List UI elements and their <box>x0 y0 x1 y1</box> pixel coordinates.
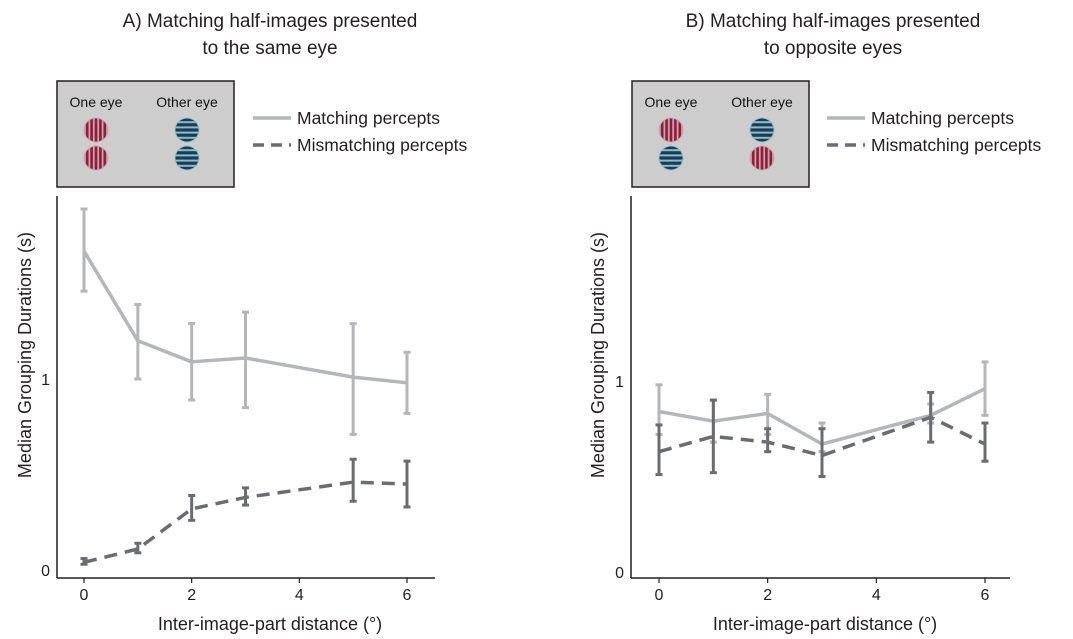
legend-matching-label: Matching percepts <box>871 108 1014 128</box>
y-tick-label: 1 <box>615 374 624 391</box>
panel-b-inset: One eye Other eye <box>631 80 810 188</box>
mismatching-series-line <box>83 480 408 565</box>
inset-label-other-eye: Other eye <box>156 94 218 110</box>
x-tick-label: 4 <box>295 587 304 604</box>
mismatching-error-bar <box>188 494 196 522</box>
x-tick-label: 6 <box>403 587 412 604</box>
inset-label-other-eye: Other eye <box>731 94 793 110</box>
x-tick-label: 0 <box>655 587 664 604</box>
panel-a-x-label: Inter-image-part distance (°) <box>158 614 382 634</box>
inset-label-one-eye: One eye <box>70 94 123 110</box>
panel-a-title-line1: A) Matching half-images presented <box>123 11 418 32</box>
x-tick-label: 2 <box>763 587 772 604</box>
panel-b-y-label: Median Grouping Durations (s) <box>588 232 608 478</box>
matching-series-line <box>82 250 408 385</box>
panel-b-title-line2: to opposite eyes <box>764 38 902 59</box>
inset-label-one-eye: One eye <box>645 94 698 110</box>
legend-matching-label: Matching percepts <box>297 108 440 128</box>
panel-a: A) Matching half-images presented to the… <box>15 11 467 634</box>
y-tick-label: 0 <box>615 565 624 582</box>
blue-grating-stimulus <box>174 117 200 143</box>
matching-series-line <box>658 387 986 446</box>
mismatching-error-bar <box>818 427 826 478</box>
mismatching-error-bar <box>655 423 663 477</box>
mismatching-error-bar <box>242 486 249 507</box>
mismatching-error-bar <box>80 557 88 566</box>
blue-grating-stimulus <box>749 117 775 143</box>
mismatching-error-bar <box>764 427 772 454</box>
panel-a-title-line2: to the same eye <box>202 38 337 59</box>
panel-b-legend: Matching percepts Mismatching percepts <box>827 108 1041 155</box>
red-grating-stimulus <box>83 117 109 143</box>
matching-error-bar <box>80 207 88 293</box>
blue-grating-stimulus <box>658 145 684 171</box>
panel-b-title-line1: B) Matching half-images presented <box>686 11 981 32</box>
x-tick-label: 4 <box>872 587 881 604</box>
red-grating-stimulus <box>83 145 109 171</box>
legend-mismatching-label: Mismatching percepts <box>871 135 1041 155</box>
mismatching-error-bar <box>981 421 989 463</box>
panel-b-x-label: Inter-image-part distance (°) <box>713 614 937 634</box>
matching-error-bar <box>242 310 249 410</box>
panel-b: B) Matching half-images presented to opp… <box>588 11 1041 634</box>
y-tick-label: 1 <box>41 372 50 389</box>
x-tick-label: 2 <box>187 587 196 604</box>
red-grating-stimulus <box>658 117 684 143</box>
red-grating-stimulus <box>749 145 775 171</box>
x-tick-label: 6 <box>981 587 990 604</box>
mismatching-series-line <box>658 415 986 458</box>
legend-mismatching-label: Mismatching percepts <box>297 135 467 155</box>
x-tick-label: 0 <box>80 587 89 604</box>
matching-error-bar <box>349 322 357 436</box>
blue-grating-stimulus <box>174 145 200 171</box>
mismatching-error-bar <box>134 541 142 555</box>
y-tick-label: 0 <box>41 563 50 580</box>
panel-a-inset: One eye Other eye <box>56 80 235 188</box>
mismatching-error-bar <box>349 457 357 503</box>
panel-a-y-label: Median Grouping Durations (s) <box>15 232 35 478</box>
panel-a-legend: Matching percepts Mismatching percepts <box>253 108 467 155</box>
matching-error-bar <box>134 303 142 381</box>
